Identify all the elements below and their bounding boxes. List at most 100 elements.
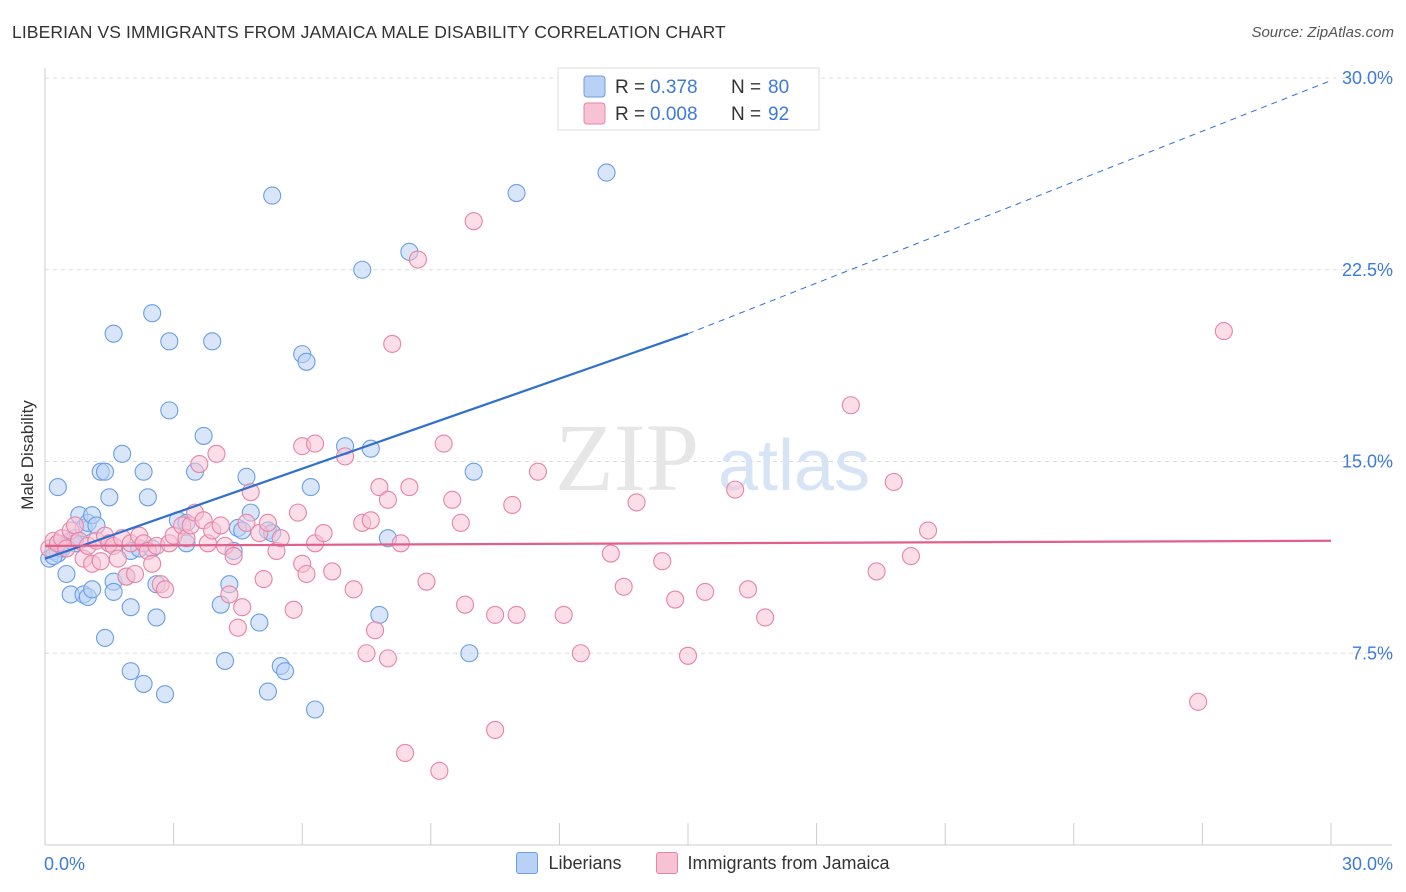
point-s1-74 [434, 434, 453, 453]
point-s1-105 [503, 495, 522, 515]
point-s0-55 [258, 682, 277, 701]
axes [44, 68, 1392, 846]
legend-swatch-liberians [516, 852, 539, 874]
point-s0-26 [121, 598, 140, 617]
point-s1-93 [756, 608, 775, 627]
point-s1-86 [627, 493, 646, 512]
point-s1-63 [361, 511, 380, 530]
chart-title: LIBERIAN VS IMMIGRANTS FROM JAMAICA MALE… [12, 22, 726, 42]
point-s0-22 [134, 462, 153, 481]
stats-swatch-0 [583, 75, 606, 98]
trend-line-s1 [44, 539, 1332, 547]
y-axis-label: Male Disability [18, 400, 37, 510]
point-s1-80 [507, 605, 526, 624]
point-s0-48 [237, 467, 256, 486]
point-s1-69 [357, 644, 376, 663]
point-s0-73 [507, 184, 526, 203]
point-s1-94 [841, 396, 860, 415]
y-tick-label-3: 30.0% [1342, 68, 1393, 88]
point-s1-52 [284, 600, 303, 619]
point-s1-43 [228, 618, 247, 637]
grid-lines [45, 77, 1392, 654]
legend-swatch-jamaica [655, 852, 678, 874]
point-s0-57 [297, 352, 316, 371]
point-s1-76 [451, 513, 470, 532]
x-tick-label-0: 0.0% [44, 854, 85, 874]
point-s1-99 [1214, 322, 1233, 341]
point-s0-58 [301, 478, 320, 497]
point-s1-85 [614, 577, 633, 596]
point-s0-5 [48, 478, 67, 497]
point-s1-66 [391, 534, 410, 553]
stats-r-label-0: R = [615, 77, 645, 98]
point-s1-98 [919, 521, 938, 540]
series-legend: Liberians Immigrants from Jamaica [0, 852, 1406, 874]
point-s1-71 [378, 649, 397, 668]
tick-labels: 7.5% 15.0% 22.5% 30.0% 0.0% 30.0% [44, 68, 1393, 874]
y-tick-label-0: 7.5% [1352, 643, 1393, 663]
y-tick-label-2: 22.5% [1342, 260, 1393, 280]
point-s0-18 [113, 444, 132, 463]
point-s1-72 [383, 334, 402, 353]
point-s1-49 [258, 513, 277, 532]
trend-extension-s0 [687, 80, 1332, 335]
point-s1-96 [884, 472, 903, 492]
point-s1-78 [464, 212, 483, 231]
point-s1-81 [528, 462, 548, 481]
point-s1-41 [220, 585, 239, 604]
point-s1-27 [155, 580, 175, 599]
point-s1-64 [370, 478, 389, 497]
point-s1-97 [901, 547, 920, 566]
point-s0-15 [95, 462, 115, 481]
point-s0-35 [147, 608, 166, 627]
point-s0-74 [597, 163, 616, 182]
point-s1-87 [653, 552, 672, 571]
trend-line-s0 [44, 332, 689, 560]
source-label: Source: ZipAtlas.com [1251, 24, 1394, 41]
point-s0-59 [263, 186, 282, 205]
point-s1-102 [430, 761, 449, 780]
point-s0-33 [121, 662, 140, 681]
stats-n-value-0: 80 [768, 77, 789, 98]
point-s1-56 [314, 524, 333, 543]
point-s0-50 [250, 613, 269, 632]
point-s1-91 [726, 480, 745, 499]
trend-lines [44, 80, 1332, 560]
point-s0-61 [143, 304, 162, 323]
point-s1-70 [366, 621, 385, 640]
point-s1-24 [143, 554, 162, 573]
point-s1-45 [237, 513, 256, 532]
point-s1-16 [108, 549, 127, 568]
watermark-zip: ZIP [555, 404, 699, 511]
point-s1-6 [65, 516, 85, 535]
point-s0-63 [160, 401, 179, 420]
stats-n-label-0: N = [731, 77, 761, 98]
point-s1-60 [306, 434, 325, 453]
legend-label-liberians: Liberians [548, 852, 622, 873]
point-s1-67 [400, 478, 419, 497]
point-s1-95 [867, 562, 886, 581]
point-s1-54 [297, 564, 316, 584]
stats-swatch-1 [583, 102, 606, 125]
point-s1-100 [1189, 692, 1208, 711]
point-s0-36 [155, 685, 175, 704]
point-s1-90 [696, 582, 715, 601]
point-s1-77 [456, 595, 475, 614]
point-s0-43 [215, 651, 235, 670]
point-s1-48 [254, 570, 273, 589]
legend-item-jamaica: Immigrants from Jamaica [655, 852, 890, 874]
point-s1-75 [443, 490, 462, 509]
point-s1-44 [233, 598, 252, 617]
point-s0-67 [353, 260, 372, 279]
watermark: ZIP atlas [555, 404, 870, 511]
point-s0-64 [306, 700, 325, 719]
point-s1-104 [417, 572, 436, 591]
legend-item-liberians: Liberians [516, 852, 622, 874]
point-s1-89 [678, 646, 698, 665]
point-s1-79 [486, 605, 505, 624]
stats-legend: R = 0.378 N = 80 R = 0.008 N = 92 [557, 67, 820, 131]
point-s1-65 [378, 490, 397, 509]
point-s1-83 [571, 644, 590, 663]
x-tick-label-1: 30.0% [1342, 854, 1393, 874]
